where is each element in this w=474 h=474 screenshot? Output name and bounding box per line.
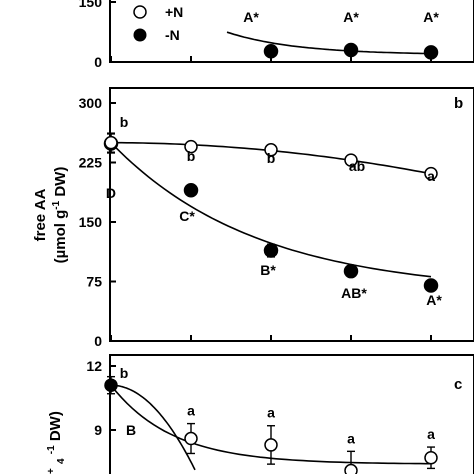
point-annotation: B* <box>260 262 276 278</box>
data-point-plus-n <box>424 166 438 181</box>
point-annotation: a <box>427 168 435 184</box>
data-point-minus-n <box>183 183 199 198</box>
data-point-plus-n <box>264 143 278 157</box>
legend: +N -N <box>133 4 183 43</box>
data-point-minus-n <box>423 45 439 60</box>
svg-text:(µmol g-1 DW): (µmol g-1 DW) <box>51 167 69 264</box>
y-tick-label: 150 <box>79 214 103 230</box>
panel-b-frame <box>109 87 474 342</box>
y-axis-title-c: + 4 -1 DW) <box>46 411 67 474</box>
point-annotation: A* <box>423 9 439 25</box>
y-tick-label: 12 <box>86 358 102 374</box>
y-tick-label: 300 <box>79 95 103 111</box>
data-point-plus-n <box>104 135 118 150</box>
curve-c-minus-n <box>111 384 196 471</box>
y-tick-label: 0 <box>94 54 102 70</box>
point-annotation: A* <box>343 9 359 25</box>
y-tick-label: 75 <box>86 274 102 290</box>
legend-filled-marker <box>133 28 147 42</box>
svg-text:+ 4 -1 DW): + 4 -1 DW) <box>46 411 67 474</box>
data-point-minus-n <box>263 43 279 59</box>
data-point-plus-n <box>344 463 358 474</box>
y-tick-label: 225 <box>79 155 103 171</box>
panel-letter-b: b <box>454 95 463 112</box>
point-annotation: b <box>120 365 129 381</box>
data-point-minus-n <box>263 243 279 258</box>
panel-c-frame <box>109 354 474 474</box>
data-point-plus-n <box>424 450 438 465</box>
y-tick-label: 150 <box>79 0 103 10</box>
y-tick-label: 0 <box>94 333 102 349</box>
point-annotation: AB* <box>341 285 367 301</box>
data-point-minus-n <box>104 378 118 392</box>
point-annotation: b <box>187 148 196 164</box>
data-point-plus-n <box>344 153 358 167</box>
point-annotation: B <box>126 422 136 438</box>
curve-b-minus-n <box>110 142 432 278</box>
curve-a-minus-n <box>226 31 432 55</box>
data-point-minus-n <box>423 278 439 293</box>
point-annotation: b <box>120 114 129 130</box>
data-point-plus-n <box>184 431 198 446</box>
y-tick-label: 9 <box>94 422 102 438</box>
legend-label-minus-n: -N <box>165 27 180 43</box>
point-annotation: a <box>267 405 275 421</box>
point-annotation: a <box>427 426 435 442</box>
point-annotation: C* <box>179 208 195 224</box>
data-point-plus-n <box>264 438 278 452</box>
data-point-plus-n <box>184 139 198 154</box>
point-annotation: ab <box>349 158 365 174</box>
panel-letter-c: c <box>454 376 462 393</box>
point-annotation: A* <box>426 292 442 308</box>
point-annotation: A* <box>243 9 259 25</box>
legend-open-marker <box>133 5 147 19</box>
y-axis-title-b: free AA (µmol g-1 DW) <box>32 167 69 264</box>
point-annotation: D <box>106 185 116 201</box>
panel-a-frame <box>109 0 474 63</box>
svg-text:free AA: free AA <box>32 188 49 241</box>
legend-label-plus-n: +N <box>165 4 183 20</box>
data-point-minus-n <box>343 42 359 58</box>
point-annotation: b <box>267 150 276 166</box>
data-point-minus-n <box>343 263 359 279</box>
point-annotation: a <box>187 403 195 419</box>
point-annotation: a <box>347 430 355 446</box>
